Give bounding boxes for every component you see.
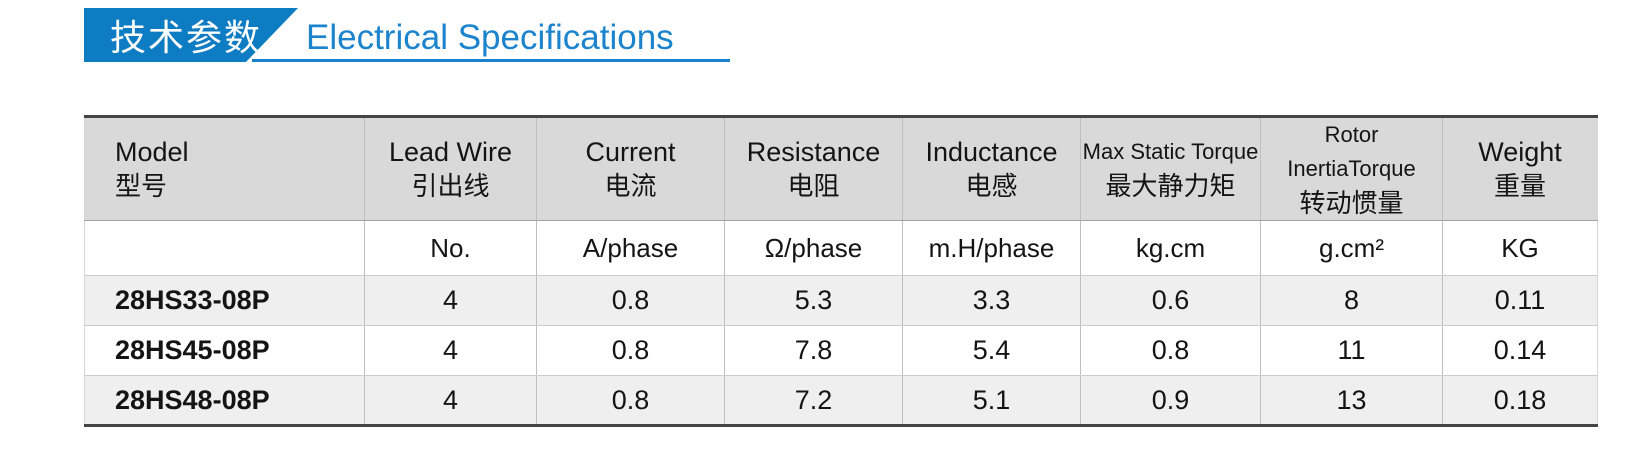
- model-cell: 28HS33-08P: [84, 275, 365, 326]
- value-cell: 5.1: [902, 375, 1081, 426]
- value-cell: 3.3: [902, 275, 1081, 326]
- value-cell: 0.9: [1080, 375, 1261, 426]
- col-header-model: Model 型号: [84, 116, 365, 221]
- unit-weight: KG: [1442, 220, 1598, 276]
- model-cell: 28HS45-08P: [84, 325, 365, 376]
- value-cell: 0.8: [536, 325, 725, 376]
- model-cell: 28HS48-08P: [84, 375, 365, 426]
- unit-model: [84, 220, 365, 276]
- unit-rotor-inertia: g.cm²: [1260, 220, 1443, 276]
- value-cell: 0.14: [1442, 325, 1598, 376]
- value-cell: 8: [1260, 275, 1443, 326]
- value-cell: 11: [1260, 325, 1443, 376]
- unit-max-static-torque: kg.cm: [1080, 220, 1261, 276]
- title-badge-cn: 技术参数: [110, 17, 263, 58]
- value-cell: 0.6: [1080, 275, 1261, 326]
- electrical-spec-table: Model 型号 Lead Wire 引出线 Current 电流 Resist…: [84, 115, 1598, 427]
- unit-lead-wire: No.: [364, 220, 537, 276]
- table-row: 28HS48-08P 4 0.8 7.2 5.1 0.9 13 0.18: [84, 375, 1598, 426]
- unit-inductance: m.H/phase: [902, 220, 1081, 276]
- title-heading-en: Electrical Specifications: [306, 18, 674, 57]
- col-header-current: Current 电流: [536, 116, 725, 221]
- value-cell: 5.3: [724, 275, 903, 326]
- value-cell: 4: [364, 325, 537, 376]
- value-cell: 0.11: [1442, 275, 1598, 326]
- table-row: 28HS33-08P 4 0.8 5.3 3.3 0.6 8 0.11: [84, 275, 1598, 326]
- value-cell: 4: [364, 375, 537, 426]
- unit-resistance: Ω/phase: [724, 220, 903, 276]
- value-cell: 13: [1260, 375, 1443, 426]
- value-cell: 5.4: [902, 325, 1081, 376]
- title-badge: 技术参数: [84, 8, 298, 62]
- value-cell: 7.8: [724, 325, 903, 376]
- col-header-inductance: Inductance 电感: [902, 116, 1081, 221]
- table-row: 28HS45-08P 4 0.8 7.8 5.4 0.8 11 0.14: [84, 325, 1598, 376]
- col-header-rotor-inertia: Rotor InertiaTorque 转动惯量: [1260, 116, 1443, 221]
- value-cell: 0.8: [536, 275, 725, 326]
- col-header-max-static-torque: Max Static Torque 最大静力矩: [1080, 116, 1261, 221]
- unit-current: A/phase: [536, 220, 725, 276]
- col-header-lead-wire: Lead Wire 引出线: [364, 116, 537, 221]
- units-row: No. A/phase Ω/phase m.H/phase kg.cm g.cm…: [84, 220, 1598, 276]
- col-header-resistance: Resistance 电阻: [724, 116, 903, 221]
- title-underline: [252, 59, 730, 62]
- section-title: 技术参数 Electrical Specifications: [84, 8, 784, 66]
- value-cell: 0.18: [1442, 375, 1598, 426]
- value-cell: 0.8: [536, 375, 725, 426]
- header-row: Model 型号 Lead Wire 引出线 Current 电流 Resist…: [84, 116, 1598, 221]
- col-header-weight: Weight 重量: [1442, 116, 1598, 221]
- value-cell: 4: [364, 275, 537, 326]
- value-cell: 7.2: [724, 375, 903, 426]
- value-cell: 0.8: [1080, 325, 1261, 376]
